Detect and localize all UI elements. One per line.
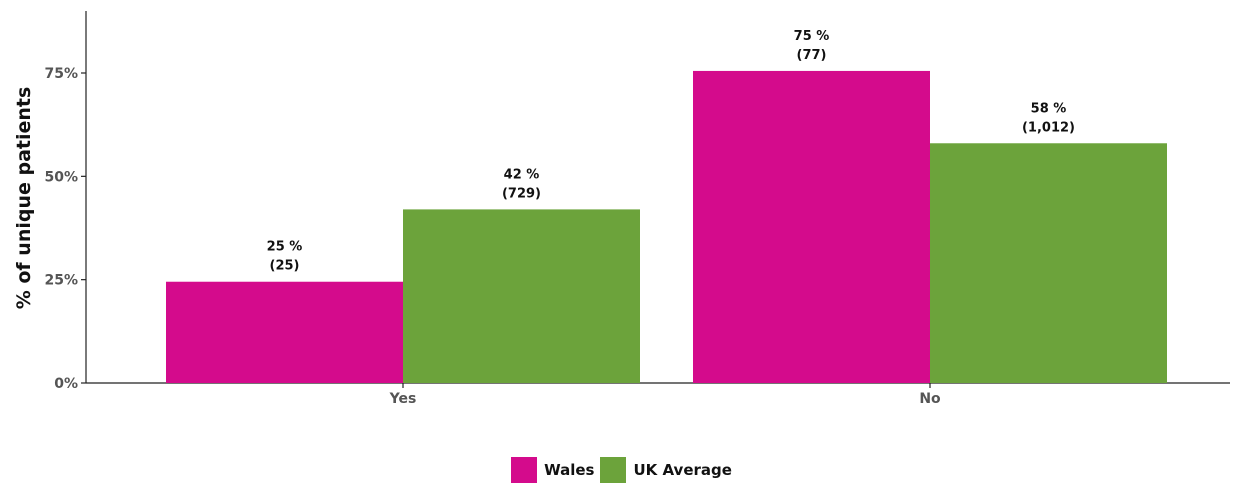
x-tick-label: Yes: [389, 391, 417, 407]
bar-wales-yes: [166, 281, 403, 383]
data-label-percent: 75 %: [794, 29, 830, 44]
y-tick-label: 25%: [44, 273, 78, 289]
data-label-count: (25): [270, 259, 300, 274]
legend-item-wales: Wales: [511, 457, 594, 483]
y-tick-label: 0%: [54, 376, 78, 392]
legend-label: Wales: [544, 461, 595, 479]
y-tick-label: 50%: [44, 169, 78, 185]
data-label-percent: 25 %: [267, 240, 303, 255]
legend-item-uk-average: UK Average: [600, 457, 732, 483]
data-label-count: (77): [797, 48, 827, 63]
bar-uk-average-yes: [403, 209, 640, 383]
chart-bars: [166, 70, 1167, 383]
bar-uk-average-no: [930, 143, 1167, 383]
chart-data-labels: 25 % (25) 42 % (729) 75 % (77) 58 % (1,012): [267, 29, 1075, 274]
legend-label: UK Average: [633, 461, 732, 479]
y-axis-label: % of unique patients: [13, 87, 35, 310]
legend: Wales UK Average: [0, 457, 1243, 483]
bar-wales-no: [693, 70, 930, 383]
data-label-count: (729): [502, 186, 541, 201]
x-tick-label: No: [919, 391, 941, 407]
legend-swatch: [600, 457, 627, 483]
data-label-percent: 58 %: [1031, 101, 1067, 116]
legend-swatch: [511, 457, 538, 483]
y-tick-label: 75%: [44, 66, 78, 82]
data-label-count: (1,012): [1022, 120, 1075, 135]
bar-chart: 0% 25% 50% 75% Yes No 25 % (25) 42 % (729) 75 % (7…: [13, 11, 1230, 407]
data-label-percent: 42 %: [504, 167, 540, 182]
